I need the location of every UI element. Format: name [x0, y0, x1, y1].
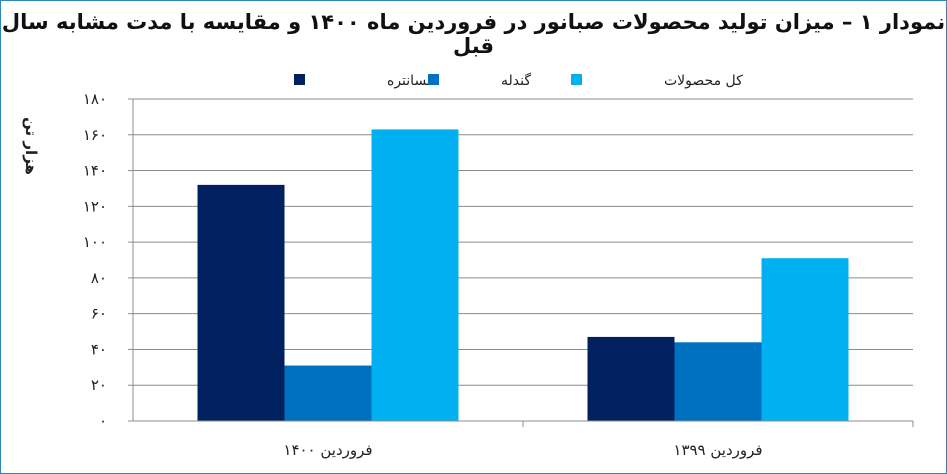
- bar: [587, 336, 675, 421]
- legend-swatch: [428, 74, 439, 85]
- y-tick-label: ۰: [99, 412, 107, 430]
- y-tick-label: ۱۴۰: [83, 162, 107, 180]
- y-tick-label: ۱۰۰: [83, 233, 107, 251]
- bars: [197, 129, 849, 421]
- bar: [761, 258, 849, 421]
- y-tick-label: ۱۸۰: [83, 90, 107, 108]
- y-tick-label: ۲۰: [91, 376, 107, 394]
- y-tick-label: ۴۰: [91, 340, 107, 358]
- bar: [284, 365, 372, 421]
- legend-label: کنسانتره: [387, 73, 438, 89]
- legend-label: کل محصولات: [664, 73, 743, 89]
- bar: [197, 184, 285, 421]
- x-tick-label: فروردین ۱۳۹۹: [673, 441, 762, 459]
- bar: [674, 342, 762, 421]
- legend-swatch: [571, 74, 582, 85]
- y-tick-label: ۸۰: [91, 269, 107, 287]
- y-tick-label: ۱۲۰: [83, 197, 107, 215]
- legend-swatch: [294, 74, 305, 85]
- bar: [371, 129, 459, 421]
- x-axis: فروردین ۱۴۰۰ فروردین ۱۳۹۹: [133, 420, 914, 459]
- legend: کنسانتره گندله کل محصولات: [294, 72, 743, 89]
- chart-title: نمودار ۱ – میزان تولید محصولات صبانور در…: [1, 10, 946, 58]
- legend-label: گندله: [501, 72, 531, 89]
- x-tick-label: فروردین ۱۴۰۰: [283, 441, 372, 459]
- y-axis: ۰ ۲۰ ۴۰ ۶۰ ۸۰ ۱۰۰ ۱۲۰ ۱۴۰ ۱۶۰ ۱۸۰: [83, 90, 134, 430]
- y-axis-label: هزار تن: [22, 117, 40, 175]
- y-tick-label: ۱۶۰: [83, 126, 107, 144]
- y-tick-label: ۶۰: [91, 305, 107, 323]
